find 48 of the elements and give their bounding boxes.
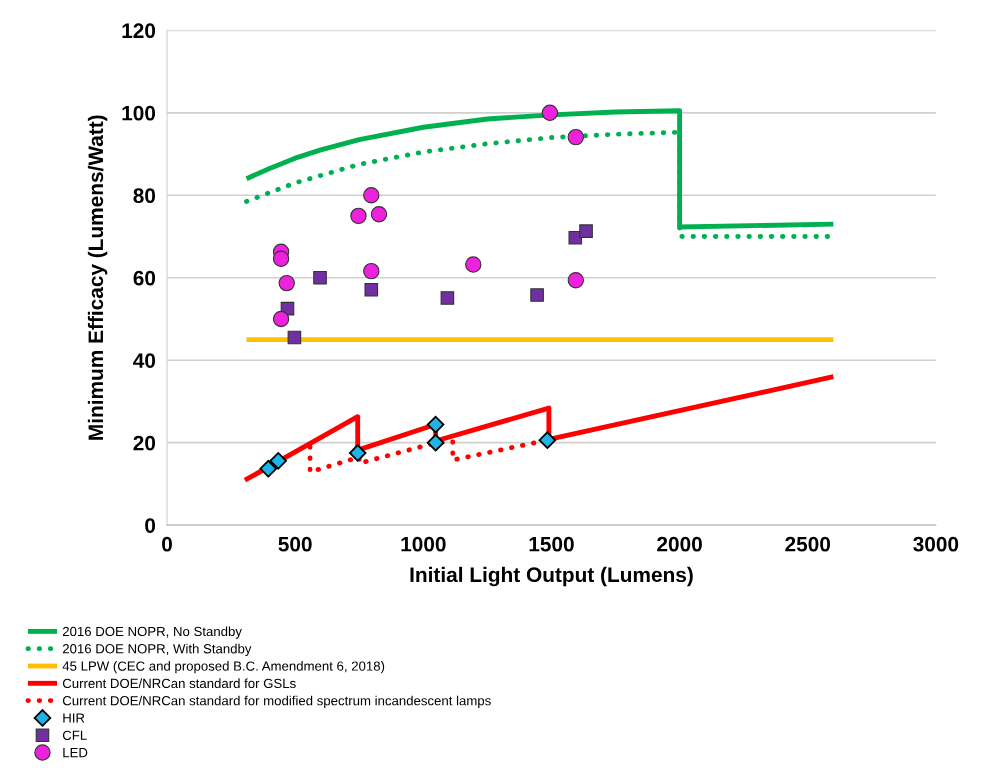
- point: [426, 415, 445, 434]
- point: [278, 274, 295, 292]
- y-tick-label: 80: [133, 188, 156, 204]
- x-axis-title: Initial Light Output (Lumens): [410, 566, 693, 587]
- y-tick-label: 0: [145, 518, 156, 533]
- legend-label: 2016 DOE NOPR, With Standby: [62, 643, 252, 657]
- point: [541, 104, 559, 122]
- x-tick-label: 2000: [657, 536, 702, 552]
- y-tick-label: 60: [133, 270, 156, 286]
- y-tick-label: 20: [133, 435, 156, 451]
- point: [350, 207, 367, 225]
- point: [530, 288, 544, 302]
- point: [370, 206, 388, 223]
- point: [440, 291, 455, 305]
- point: [272, 310, 290, 328]
- point: [579, 224, 593, 238]
- point: [426, 433, 445, 452]
- point: [272, 250, 290, 267]
- legend-label: Current DOE/NRCan standard for GSLs: [62, 678, 296, 689]
- y-tick-label: 40: [133, 353, 156, 368]
- x-tick-label: 500: [278, 536, 312, 552]
- y-axis-title: Minimum Efficacy (Lumens/Watt): [87, 115, 108, 440]
- point: [363, 262, 380, 280]
- point: [364, 282, 379, 297]
- legend-label: HIR: [63, 713, 85, 723]
- point: [287, 330, 302, 345]
- point: [313, 270, 327, 285]
- point: [269, 452, 288, 470]
- point: [348, 444, 367, 462]
- point: [465, 256, 482, 273]
- y-tick-label: 100: [122, 105, 156, 121]
- legend-label: 45 LPW (CEC and proposed B.C. Amendment 6, 2018): [62, 661, 385, 674]
- x-tick-label: 2500: [785, 536, 831, 552]
- point: [538, 431, 557, 449]
- y-tick-label: 120: [122, 23, 156, 39]
- legend-label: LED: [63, 748, 88, 758]
- legend-label: 2016 DOE NOPR, No Standby: [62, 626, 242, 639]
- x-tick-label: 0: [162, 536, 172, 552]
- x-tick-label: 3000: [913, 536, 959, 552]
- legend-label: Current DOE/NRCan standard for modified spectrum incandescent lamps: [62, 695, 491, 708]
- point: [363, 187, 380, 204]
- legend-label: CFL: [62, 730, 87, 740]
- point: [259, 459, 278, 478]
- point: [567, 272, 584, 289]
- point: [567, 128, 584, 146]
- x-tick-label: 1000: [401, 536, 446, 552]
- x-tick-label: 1500: [529, 536, 574, 552]
- line-series: [242, 374, 836, 483]
